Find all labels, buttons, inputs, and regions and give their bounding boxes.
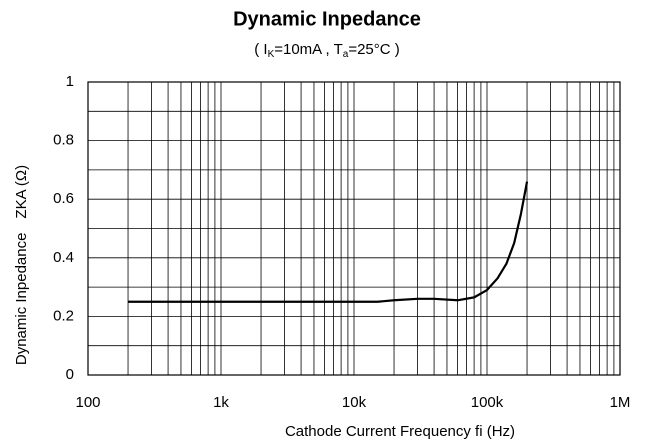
- data-line: [128, 181, 529, 303]
- chart-subtitle: ( IK=10mA , Ta=25°C ): [254, 41, 400, 60]
- x-tick-label: 100k: [471, 394, 504, 411]
- x-tick-label: 10k: [342, 394, 367, 411]
- subtitle-text: =10mA , T: [274, 41, 343, 58]
- y-tick-label: 0.4: [53, 249, 74, 266]
- subtitle-text: =25°C ): [348, 41, 399, 58]
- y-axis-label-symbol: ZKA (Ω): [13, 165, 30, 219]
- y-axis-label-text: Dynamic Inpedance: [13, 233, 30, 366]
- y-tick-label: 0.2: [53, 307, 74, 324]
- y-axis-label: Dynamic Inpedance ZKA (Ω): [13, 165, 30, 365]
- y-tick-label: 0.8: [53, 132, 74, 149]
- x-tick-label: 100: [75, 394, 100, 411]
- x-tick-label: 1k: [213, 394, 229, 411]
- y-tick-label: 0.6: [53, 190, 74, 207]
- subtitle-subscript: a: [343, 49, 349, 60]
- plot-frame: [87, 81, 621, 376]
- subtitle-text: ( I: [254, 41, 267, 58]
- x-axis-label: Cathode Current Frequency fi (Hz): [285, 423, 515, 440]
- x-tick-label: 1M: [610, 394, 631, 411]
- y-tick-label: 1: [66, 73, 74, 90]
- subtitle-subscript: K: [268, 49, 275, 60]
- chart-title: Dynamic Inpedance: [233, 8, 421, 30]
- y-tick-label: 0: [66, 366, 74, 383]
